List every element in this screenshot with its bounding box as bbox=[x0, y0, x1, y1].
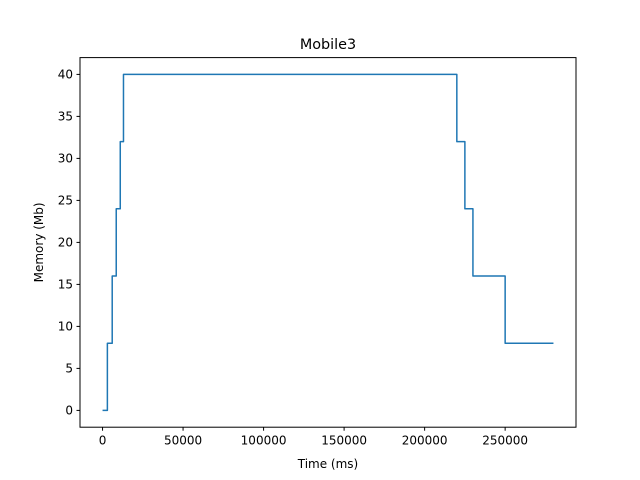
series-layer bbox=[102, 73, 554, 412]
y-tick-label: 10 bbox=[58, 320, 73, 334]
x-tick-label: 250000 bbox=[482, 434, 528, 448]
series-0 bbox=[102, 73, 554, 412]
plot-frame bbox=[79, 57, 577, 428]
y-tick-label: 0 bbox=[65, 404, 73, 418]
x-tick-label: 0 bbox=[99, 434, 107, 448]
y-tick-label: 5 bbox=[65, 362, 73, 376]
y-tick-label: 15 bbox=[58, 278, 73, 292]
chart-title: Mobile3 bbox=[300, 37, 356, 53]
y-axis-label: Memory (Mb) bbox=[32, 202, 46, 282]
y-tick-label: 40 bbox=[58, 68, 73, 82]
y-tick-label: 20 bbox=[58, 236, 73, 250]
series-line bbox=[102, 73, 554, 412]
y-tick-label: 25 bbox=[58, 194, 73, 208]
x-tick-label: 50000 bbox=[164, 434, 202, 448]
x-tick-label: 100000 bbox=[241, 434, 287, 448]
x-tick-label: 200000 bbox=[402, 434, 448, 448]
y-axis: 0 5 10 15 20 25 30 35 40 bbox=[58, 68, 80, 418]
y-tick-label: 30 bbox=[58, 152, 73, 166]
y-tick-label: 35 bbox=[58, 110, 73, 124]
x-tick-label: 150000 bbox=[321, 434, 367, 448]
plot-area bbox=[79, 57, 577, 428]
x-axis-label: Time (ms) bbox=[297, 457, 359, 471]
x-axis: 0 50000 100000 150000 200000 250000 bbox=[99, 427, 528, 448]
